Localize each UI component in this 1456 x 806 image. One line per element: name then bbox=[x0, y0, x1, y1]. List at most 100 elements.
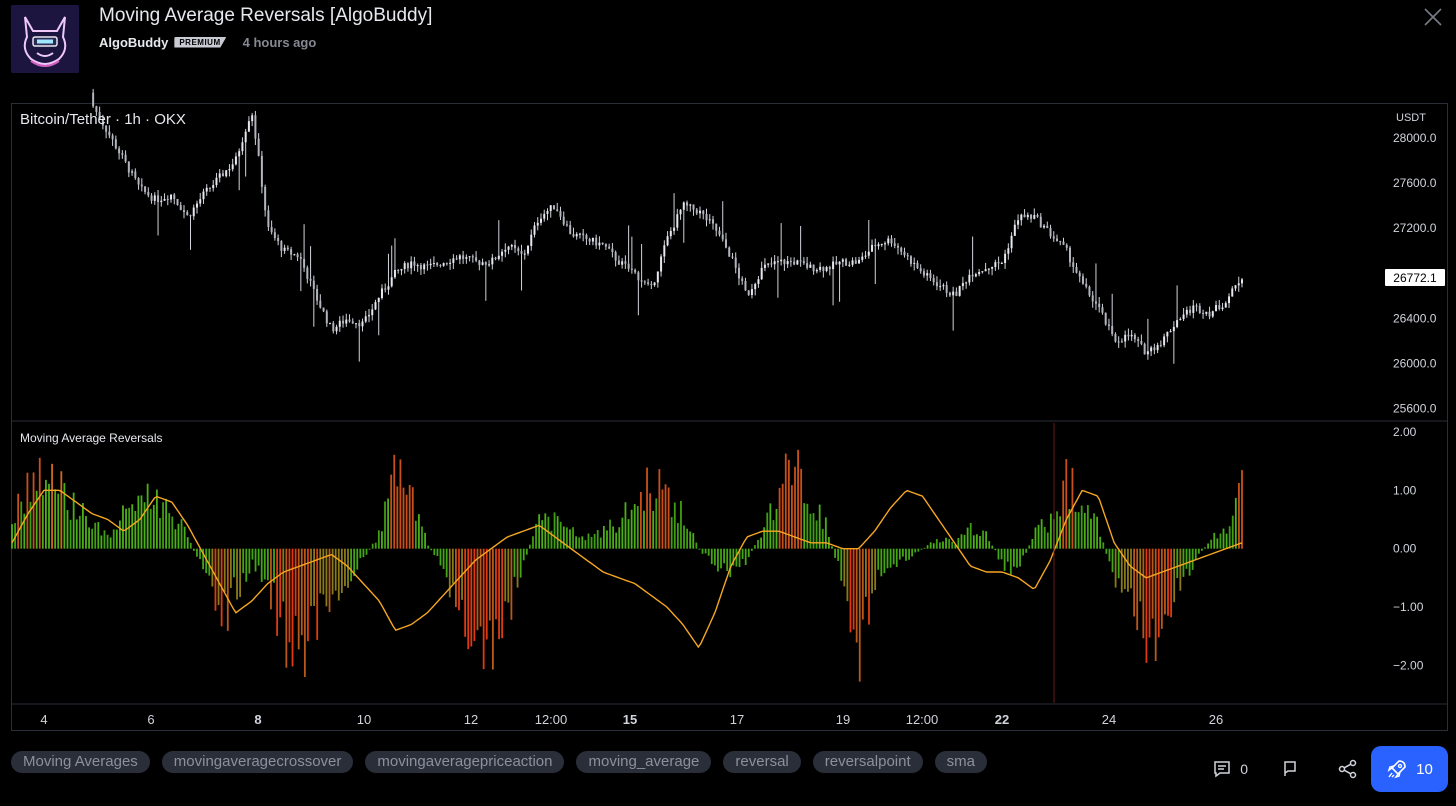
candle bbox=[676, 208, 679, 231]
candle bbox=[173, 193, 176, 205]
histogram-bar bbox=[273, 548, 275, 583]
histogram-bar bbox=[763, 527, 766, 549]
candle bbox=[527, 244, 530, 256]
histogram-bar bbox=[713, 548, 716, 566]
chart-container[interactable] bbox=[11, 103, 1448, 731]
tag-chip[interactable]: movingaveragepriceaction bbox=[365, 751, 565, 773]
tag-chip[interactable]: movingaveragecrossover bbox=[161, 751, 354, 773]
histogram-bar bbox=[877, 548, 880, 570]
histogram-bar bbox=[630, 509, 633, 549]
candle bbox=[900, 246, 903, 256]
indicator-legend[interactable]: Moving Average Reversals bbox=[20, 431, 163, 445]
candle bbox=[1036, 213, 1039, 218]
histogram-bar bbox=[1006, 548, 1009, 562]
candle bbox=[293, 253, 296, 256]
candle bbox=[994, 259, 997, 271]
histogram-bar bbox=[165, 498, 168, 549]
tag-chip[interactable]: Moving Averages bbox=[11, 751, 150, 773]
candle bbox=[176, 198, 179, 206]
candle bbox=[845, 257, 848, 266]
histogram-bar bbox=[522, 548, 525, 561]
histogram-bar bbox=[118, 520, 121, 549]
comments-button[interactable]: 0 bbox=[1212, 759, 1248, 779]
candle bbox=[1218, 299, 1221, 311]
histogram-bar bbox=[115, 529, 118, 549]
histogram-bar bbox=[464, 548, 467, 637]
histogram-bar bbox=[929, 542, 932, 549]
histogram-bar bbox=[1019, 548, 1021, 567]
author-avatar[interactable] bbox=[11, 5, 79, 73]
tag-chip[interactable]: moving_average bbox=[576, 751, 712, 773]
candle bbox=[871, 239, 874, 252]
candle bbox=[114, 135, 117, 150]
candle bbox=[945, 281, 948, 298]
histogram-bar bbox=[433, 548, 436, 556]
histogram-bar bbox=[707, 548, 710, 556]
histogram-bar bbox=[162, 502, 164, 549]
candle bbox=[105, 125, 108, 139]
histogram-bar bbox=[754, 545, 756, 549]
histogram-bar bbox=[245, 548, 248, 582]
histogram-bar bbox=[451, 548, 454, 584]
histogram-bar bbox=[35, 490, 38, 549]
candle bbox=[157, 189, 160, 236]
author-name[interactable]: AlgoBuddy bbox=[99, 34, 169, 50]
candle bbox=[939, 279, 942, 291]
candle bbox=[218, 168, 221, 183]
candle bbox=[1091, 291, 1094, 308]
candle bbox=[361, 318, 364, 332]
histogram-bar bbox=[1176, 548, 1179, 578]
histogram-bar bbox=[1062, 480, 1065, 549]
histogram-bar bbox=[627, 519, 630, 549]
tag-chip[interactable]: reversal bbox=[723, 751, 801, 773]
histogram-bar bbox=[781, 483, 784, 549]
histogram-bar bbox=[353, 548, 356, 577]
time-tick-label: 12:00 bbox=[906, 712, 939, 727]
histogram-bar bbox=[914, 548, 917, 553]
time-tick-label: 19 bbox=[836, 712, 850, 727]
candle bbox=[419, 262, 422, 275]
histogram-bar bbox=[975, 534, 978, 549]
histogram-bar bbox=[1185, 548, 1188, 569]
candle bbox=[345, 313, 348, 327]
histogram-bar bbox=[951, 541, 954, 549]
tag-chip[interactable]: reversalpoint bbox=[812, 751, 923, 773]
histogram-bar bbox=[75, 519, 78, 549]
histogram-bar bbox=[861, 548, 864, 620]
histogram-bar bbox=[948, 539, 951, 549]
candle bbox=[520, 244, 523, 291]
histogram-bar bbox=[171, 516, 174, 549]
candle bbox=[309, 246, 312, 287]
candle bbox=[1062, 237, 1065, 245]
histogram-bar bbox=[988, 541, 991, 549]
close-icon[interactable] bbox=[1422, 6, 1444, 28]
histogram-bar bbox=[88, 527, 90, 549]
candle bbox=[1030, 214, 1033, 223]
histogram-bar bbox=[319, 548, 322, 594]
histogram-bar bbox=[140, 495, 143, 549]
histogram-bar bbox=[41, 495, 44, 549]
candle bbox=[841, 258, 844, 268]
candle bbox=[491, 253, 494, 270]
candle bbox=[1046, 221, 1049, 229]
histogram-bar bbox=[602, 525, 605, 549]
candle bbox=[348, 314, 351, 323]
histogram-bar bbox=[48, 483, 50, 549]
candle bbox=[572, 227, 575, 238]
boost-button[interactable]: 10 bbox=[1371, 746, 1448, 792]
candle bbox=[267, 205, 270, 231]
report-button[interactable] bbox=[1280, 759, 1300, 779]
last-price-label: 26772.1 bbox=[1385, 269, 1445, 286]
share-button[interactable] bbox=[1337, 758, 1359, 780]
histogram-bar bbox=[935, 539, 938, 549]
candle bbox=[750, 283, 753, 299]
candle bbox=[465, 254, 468, 264]
histogram-bar bbox=[211, 548, 214, 587]
symbol-legend[interactable]: Bitcoin/Tether · 1h · OKX bbox=[20, 111, 186, 128]
candle bbox=[367, 309, 370, 323]
histogram-bar bbox=[159, 518, 161, 549]
candle bbox=[825, 265, 828, 273]
histogram-bar bbox=[146, 483, 149, 549]
tag-chip[interactable]: sma bbox=[934, 751, 987, 773]
